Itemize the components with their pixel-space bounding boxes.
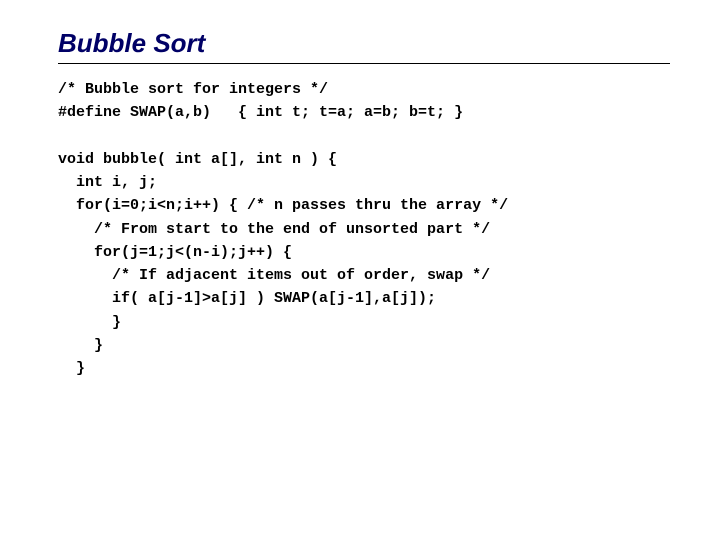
page-title: Bubble Sort <box>58 28 670 59</box>
title-rule <box>58 63 670 64</box>
code-block: /* Bubble sort for integers */ #define S… <box>58 78 670 380</box>
slide: Bubble Sort /* Bubble sort for integers … <box>0 0 720 380</box>
